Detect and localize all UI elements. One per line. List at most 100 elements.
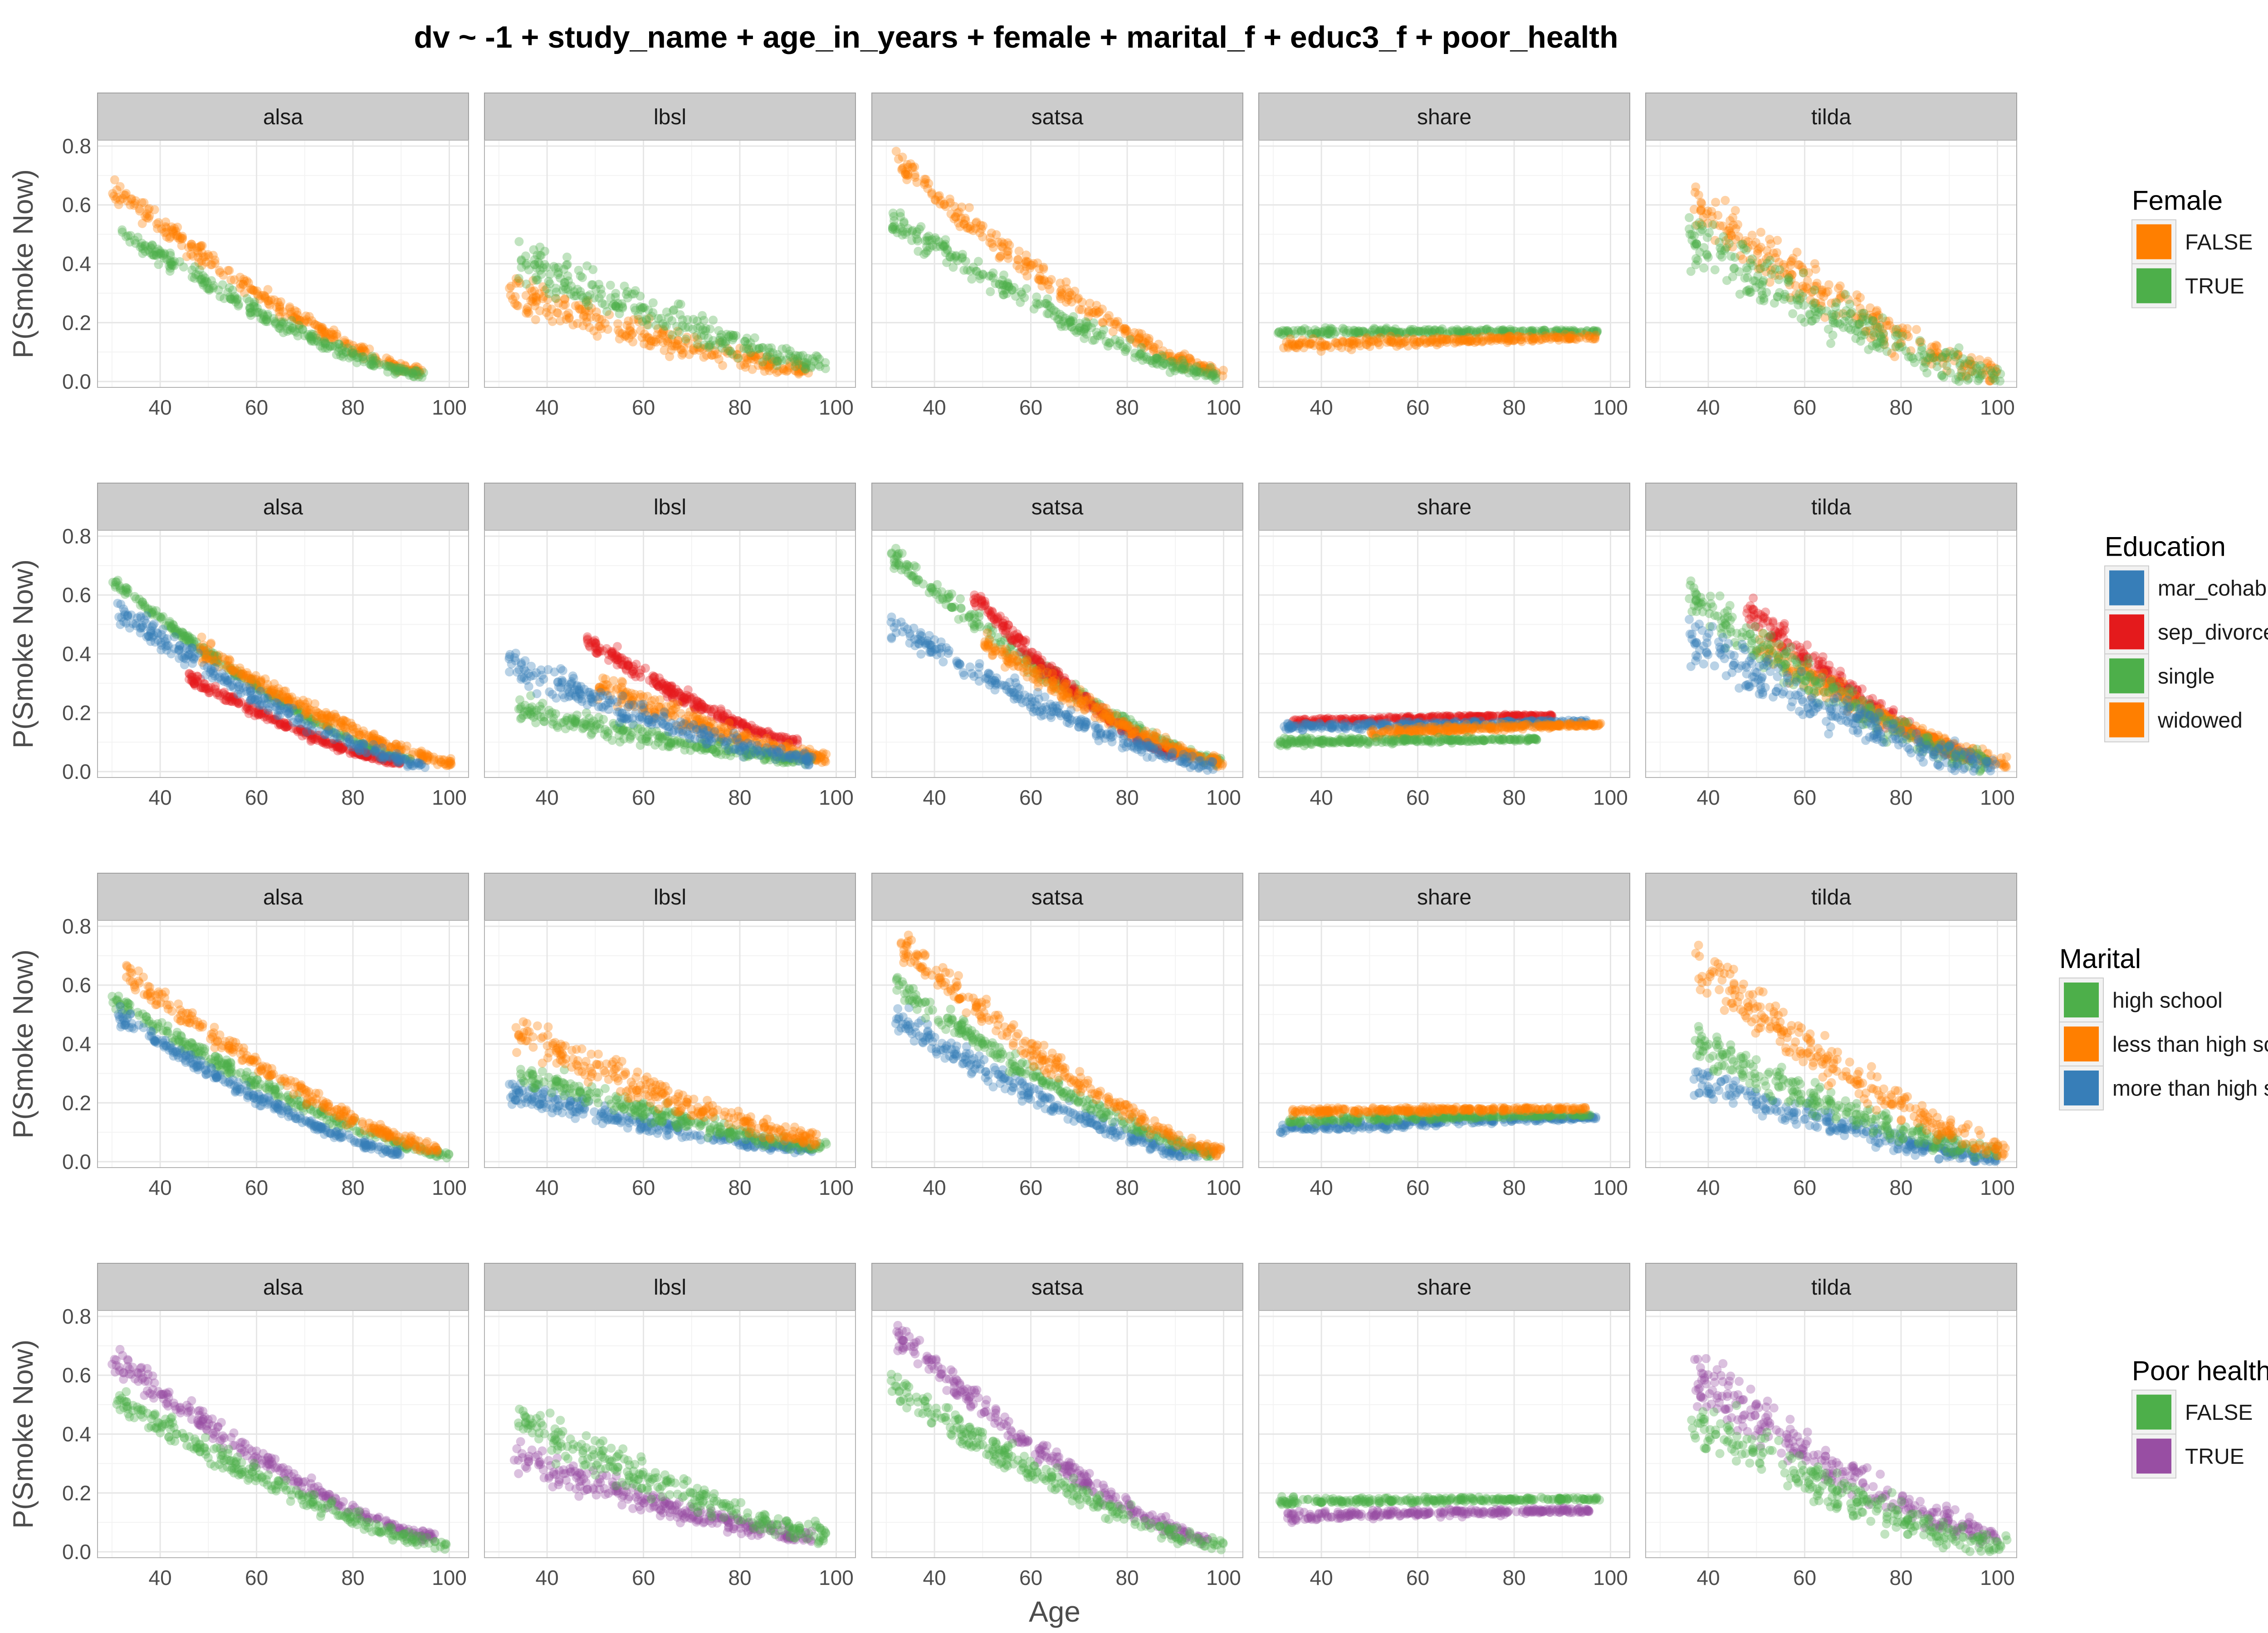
data-point — [111, 195, 121, 204]
data-point — [234, 301, 243, 311]
data-point — [253, 308, 262, 317]
data-point — [1922, 368, 1932, 378]
data-point — [714, 326, 723, 335]
data-point — [1412, 341, 1421, 350]
data-point — [586, 721, 596, 730]
data-point — [1369, 323, 1379, 333]
data-point — [115, 195, 125, 205]
data-point — [1728, 213, 1738, 222]
data-point — [533, 275, 543, 284]
data-point — [347, 348, 357, 358]
data-point — [1844, 315, 1854, 325]
data-point — [289, 313, 298, 323]
data-point — [114, 200, 123, 209]
data-point — [920, 178, 929, 187]
data-point — [140, 211, 150, 221]
data-point — [524, 682, 533, 691]
data-point — [799, 749, 809, 759]
data-point — [625, 326, 634, 335]
data-point — [317, 325, 327, 334]
data-point — [142, 213, 152, 222]
data-point — [670, 342, 679, 351]
data-point — [631, 672, 640, 681]
data-point — [341, 339, 350, 348]
data-point — [777, 744, 786, 753]
data-point — [248, 285, 257, 295]
data-point — [1915, 352, 1924, 361]
data-point — [321, 331, 330, 341]
data-point — [511, 649, 520, 658]
data-point — [355, 346, 365, 356]
x-tick-label: 40 — [1310, 396, 1333, 419]
data-point — [327, 330, 337, 339]
data-point — [194, 270, 203, 280]
x-tick-label: 100 — [432, 396, 467, 419]
data-point — [275, 302, 284, 312]
data-point — [358, 344, 367, 353]
data-point — [299, 318, 309, 328]
data-point — [306, 334, 316, 343]
data-point — [985, 238, 995, 247]
data-point — [286, 325, 295, 335]
data-point — [408, 368, 418, 378]
data-point — [732, 733, 742, 742]
data-point — [1729, 264, 1739, 273]
data-point — [727, 349, 737, 359]
data-point — [642, 315, 651, 325]
data-point — [204, 284, 213, 293]
data-point — [130, 199, 140, 208]
data-point — [279, 328, 288, 337]
x-tick-label: 60 — [1406, 396, 1429, 419]
data-point — [559, 264, 569, 274]
data-point — [332, 713, 341, 722]
data-point — [202, 684, 211, 694]
data-point — [648, 298, 658, 308]
data-point — [108, 189, 117, 198]
data-point — [1786, 260, 1795, 270]
data-point — [517, 263, 526, 272]
data-point — [285, 302, 294, 312]
data-point — [367, 357, 376, 366]
data-point — [1349, 340, 1358, 350]
data-point — [890, 216, 899, 226]
data-point — [1274, 327, 1284, 337]
data-point — [665, 738, 674, 748]
data-point — [1003, 254, 1013, 263]
data-point — [139, 198, 149, 207]
data-point — [1572, 335, 1581, 344]
data-point — [1774, 275, 1784, 284]
data-point — [321, 339, 330, 348]
data-point — [170, 632, 179, 641]
data-point — [305, 332, 314, 341]
data-point — [356, 349, 366, 358]
data-point — [246, 303, 255, 313]
data-point — [564, 313, 574, 322]
data-point — [161, 217, 171, 227]
data-point — [286, 310, 295, 319]
data-point — [302, 727, 312, 737]
data-point — [225, 292, 235, 302]
data-point — [1748, 254, 1757, 264]
data-point — [271, 319, 280, 329]
data-point — [117, 225, 127, 235]
data-point — [641, 710, 651, 720]
data-point — [1857, 331, 1866, 340]
data-point — [197, 261, 207, 270]
data-point — [201, 276, 211, 286]
data-point — [321, 338, 330, 347]
data-point — [712, 749, 722, 758]
data-point — [677, 350, 687, 360]
data-point — [722, 330, 732, 339]
data-point — [160, 228, 169, 237]
data-point — [366, 354, 375, 364]
data-point — [1105, 338, 1114, 348]
data-point — [321, 332, 330, 342]
data-point — [1092, 309, 1101, 318]
data-point — [195, 265, 205, 275]
data-point — [521, 251, 530, 261]
data-point — [158, 251, 168, 260]
data-point — [640, 329, 649, 339]
data-point — [254, 291, 263, 301]
data-point — [166, 232, 175, 242]
